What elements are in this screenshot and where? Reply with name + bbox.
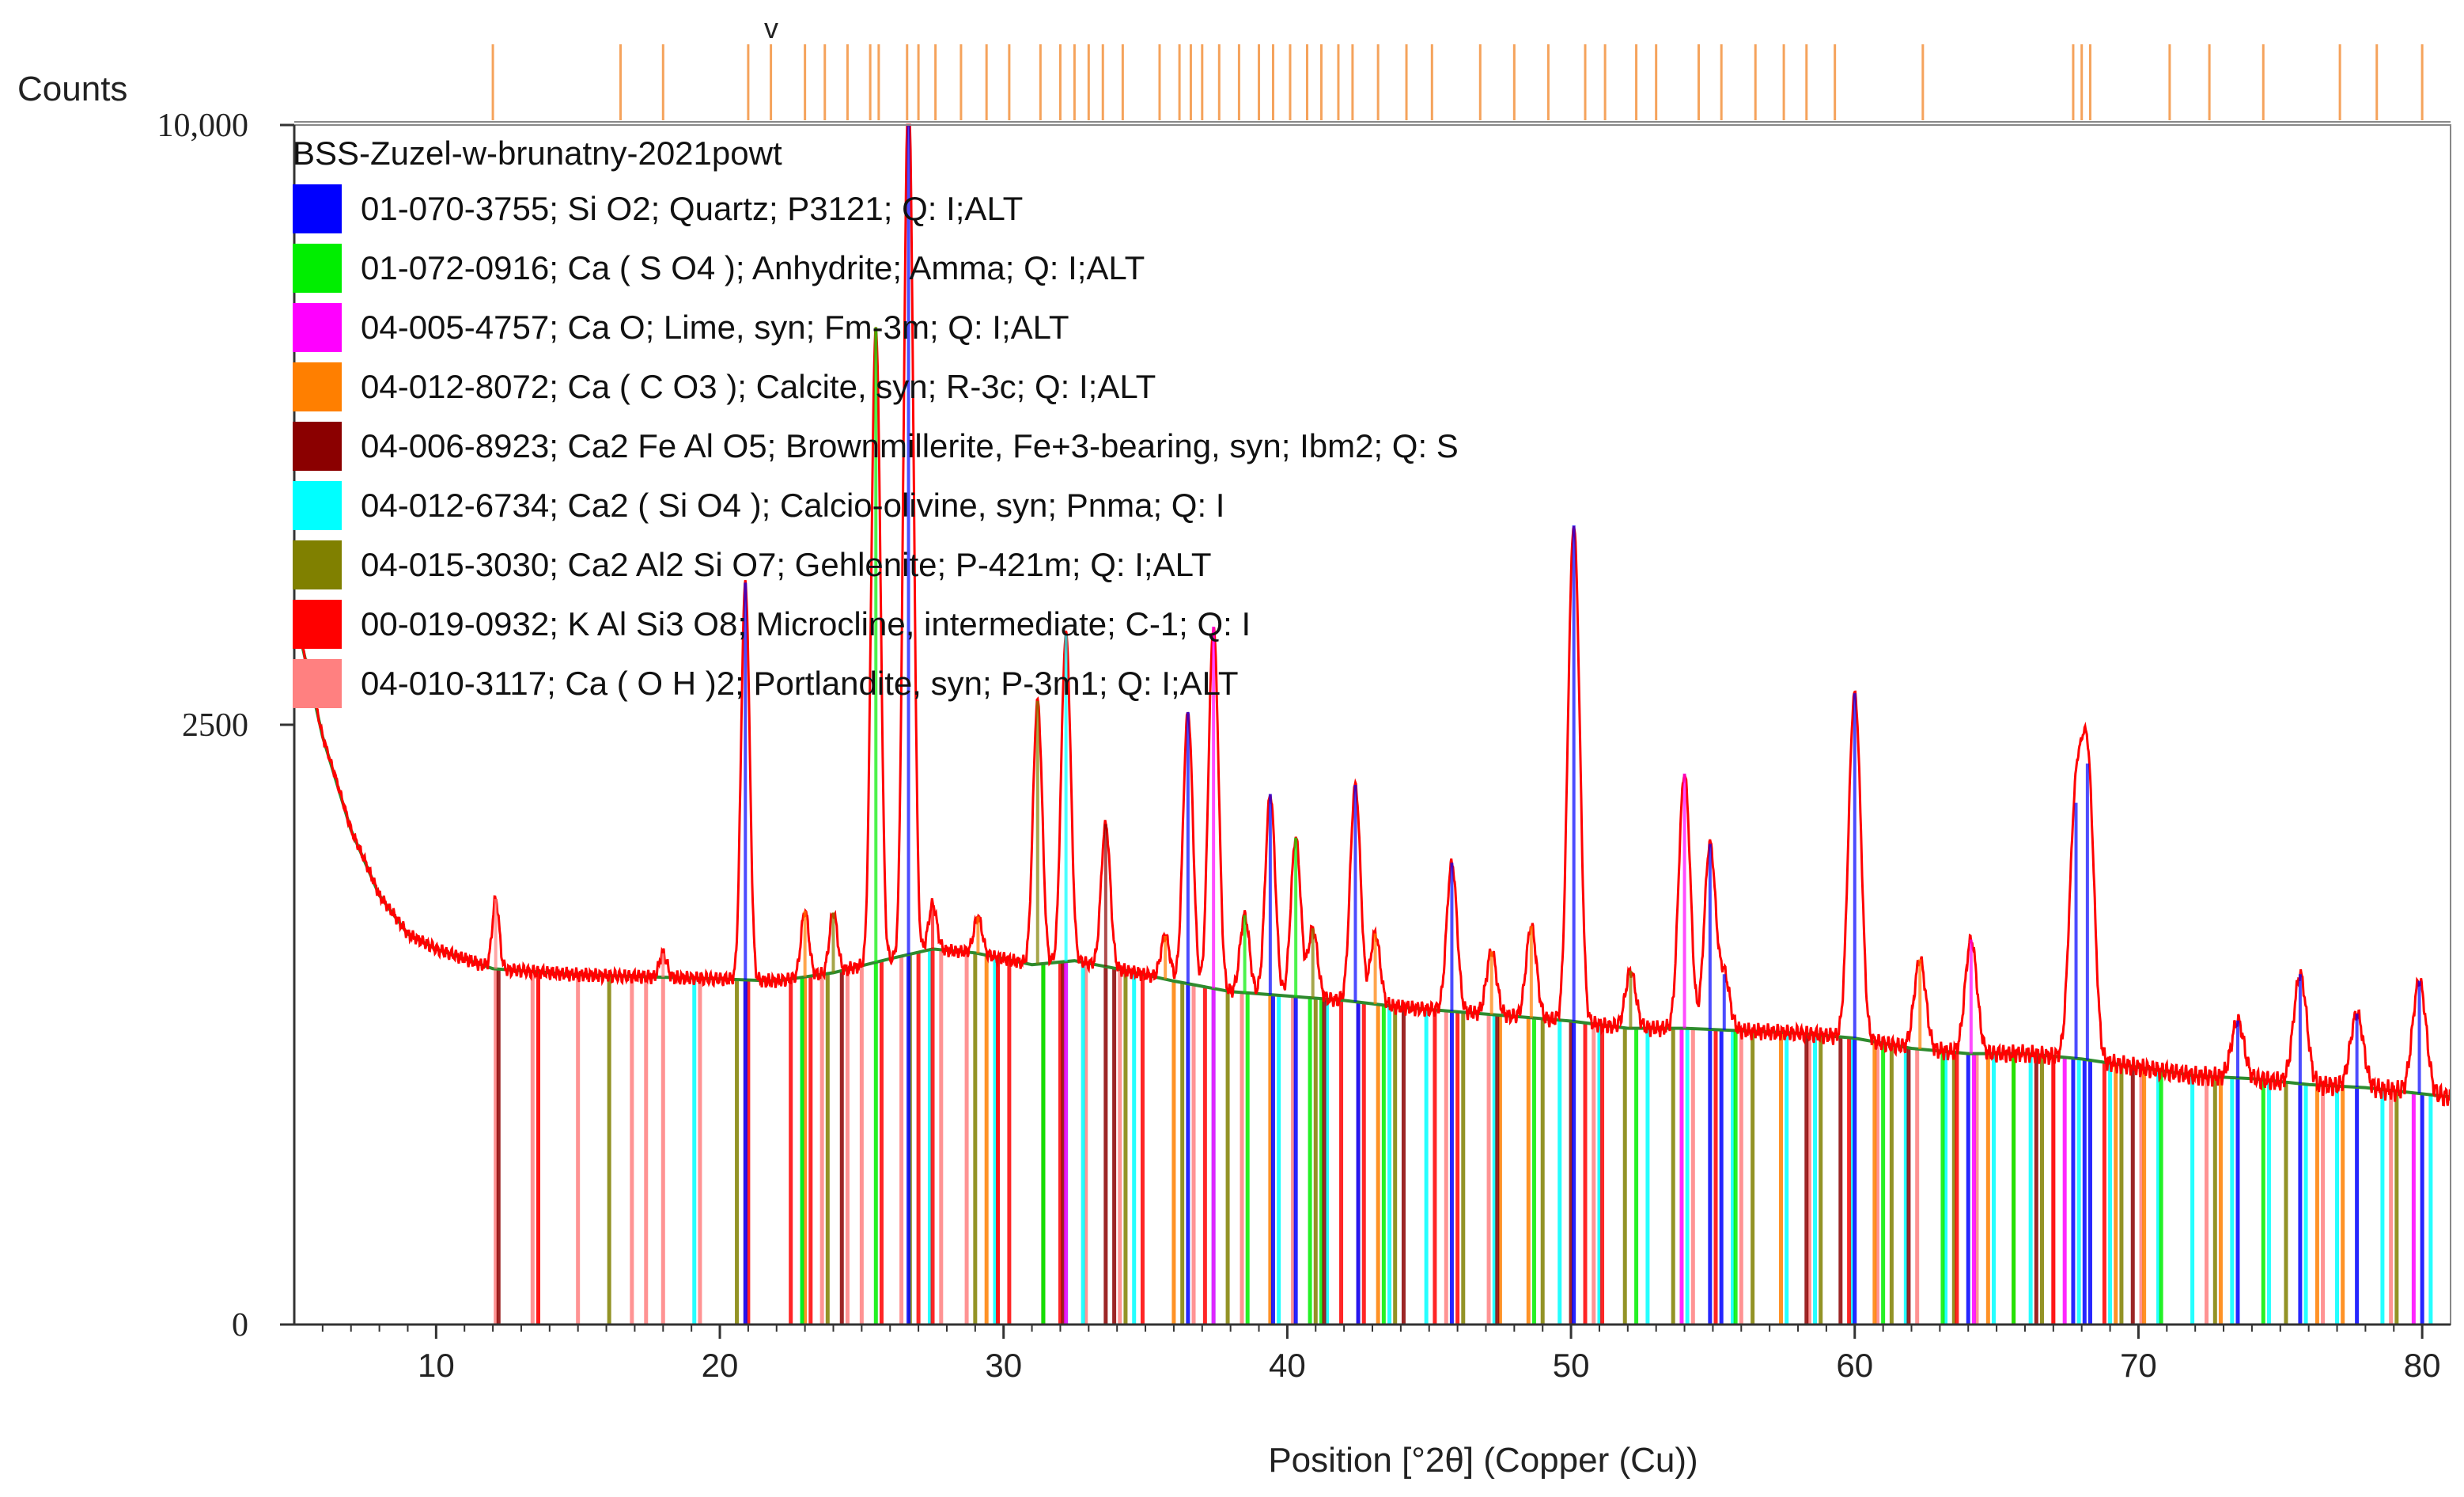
measured-pattern-line [298,123,2451,1107]
y-axis-ticks: 0 2500 10,000 [157,108,296,1344]
x-tick-label-70: 70 [2120,1347,2157,1384]
x-tick-label-80: 80 [2404,1347,2441,1384]
x-tick-label-10: 10 [418,1347,455,1384]
x-tick-label-20: 20 [702,1347,739,1384]
x-tick-label-30: 30 [985,1347,1022,1384]
y-tick-label-2500: 2500 [182,707,248,744]
peak-markers [494,125,2421,1093]
y-tick-label-0: 0 [232,1307,248,1344]
y-axis-title: Counts [17,70,128,108]
top-marker: v [764,12,778,44]
plot-border [293,124,2451,1325]
x-tick-label-60: 60 [1836,1347,1873,1384]
background-curve [298,635,2451,1099]
reference-pattern-lines [494,949,2433,1325]
x-axis-title: Position [°2θ] (Copper (Cu)) [1268,1441,1698,1480]
y-tick-label-10000: 10,000 [157,108,249,144]
x-axis-ticks: 10 20 30 40 50 60 70 80 [294,1323,2451,1384]
x-tick-label-40: 40 [1269,1347,1306,1384]
top-reference-ticks [491,44,2424,120]
x-tick-label-50: 50 [1553,1347,1590,1384]
